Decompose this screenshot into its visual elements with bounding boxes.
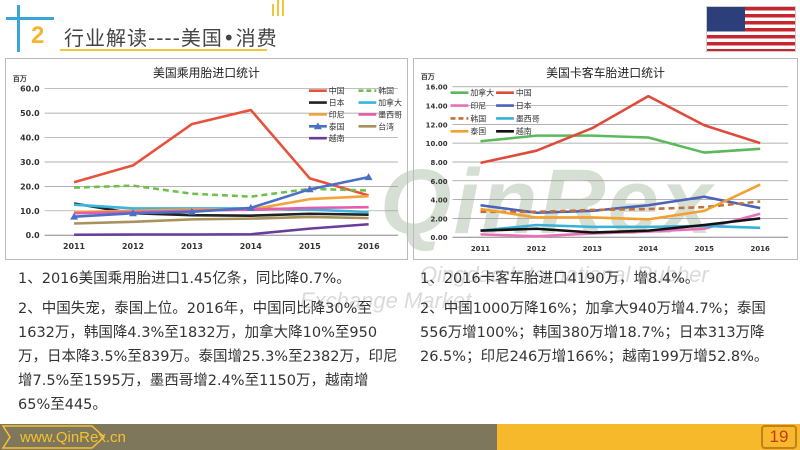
series-line-1: [480, 94, 761, 165]
data-point-marker: [305, 185, 314, 193]
series-line-3: [480, 195, 761, 215]
legend-label: 韩国: [378, 86, 394, 96]
left-note: 2、中国失宠，泰国上位。2016年，中国同比降30%至1632万，韩国降4.3%…: [18, 301, 398, 413]
legend-label: 泰国: [470, 126, 486, 136]
series-line-5: [480, 223, 761, 232]
series-line-7: [480, 217, 761, 234]
website-link[interactable]: www.QinRex.cn: [20, 429, 126, 446]
passenger-tire-chart: 美国乘用胎进口统计百万 0.0 10.0 20.0 30.0 40.0 50.0 60.0 20…: [5, 58, 408, 260]
y-tick-label: 6.00: [430, 178, 447, 186]
y-axis-label: 百万: [421, 73, 435, 81]
data-point-marker: [187, 207, 196, 215]
chart-title: 美国乘用胎进口统计: [153, 66, 260, 80]
series-line-7: [74, 215, 369, 225]
legend-label: 加拿大: [378, 98, 402, 108]
watermark-line1: Qingdao International Rubber: [420, 262, 709, 287]
series-line-2: [480, 212, 761, 238]
series-line-6: [480, 183, 761, 221]
right-notes: 1、2016卡客车胎进口4190万，增8.4%。 2、中国1000万降16%；加…: [420, 267, 792, 375]
x-tick-label: 2015: [299, 242, 321, 251]
x-tick-label: 2014: [639, 245, 658, 253]
legend-label: 越南: [516, 126, 532, 136]
series-line-6: [73, 175, 369, 218]
data-point-marker: [364, 173, 373, 181]
legend-label: 日本: [516, 101, 532, 111]
y-tick-label: 30.0: [20, 158, 40, 167]
legend-marker: [313, 122, 322, 130]
y-tick-label: 20.0: [20, 182, 40, 191]
legend-label: 中国: [516, 88, 532, 98]
page-title: 行业解读----美国•消费: [64, 26, 278, 50]
series-line-0: [480, 134, 761, 154]
y-tick-label: 60.0: [20, 85, 40, 94]
y-tick-label: 2.00: [430, 215, 447, 223]
right-note: 1、2016卡客车胎进口4190万，增8.4%。: [420, 271, 700, 287]
x-tick-label: 2011: [471, 245, 490, 253]
y-tick-label: 50.0: [20, 109, 40, 118]
y-tick-label: 14.00: [426, 103, 448, 111]
y-axis-label: 百万: [13, 75, 27, 83]
chart-title: 美国卡客车胎进口统计: [546, 66, 665, 80]
legend-label: 泰国: [329, 121, 345, 131]
legend-label: 台湾: [378, 121, 394, 131]
left-note: 1、2016美国乘用胎进口1.45亿条，同比降0.7%。: [18, 271, 351, 287]
x-tick-label: 2015: [695, 245, 714, 253]
url-arrow-icon: [1, 425, 106, 449]
y-tick-label: 0.0: [26, 231, 41, 240]
legend-label: 印尼: [329, 110, 345, 119]
data-point-marker: [70, 212, 79, 220]
footer-bar: [0, 424, 800, 450]
series-line-8: [74, 222, 369, 237]
legend-label: 墨西哥: [378, 110, 402, 119]
y-tick-label: 4.00: [430, 197, 447, 205]
x-tick-label: 2013: [181, 242, 203, 251]
legend-label: 墨西哥: [516, 114, 540, 123]
y-tick-label: 0.00: [430, 234, 447, 242]
y-tick-label: 10.00: [426, 140, 448, 148]
y-tick-label: 16.00: [426, 84, 448, 92]
watermark-line2: Exchange Market: [300, 288, 472, 313]
legend-label: 韩国: [470, 113, 486, 123]
x-tick-label: 2016: [358, 242, 381, 251]
left-notes: 1、2016美国乘用胎进口1.45亿条，同比降0.7%。 2、中国失宠，泰国上位…: [18, 267, 398, 423]
header-decor-vertical: [17, 5, 20, 52]
y-tick-label: 40.0: [20, 134, 40, 143]
y-tick-label: 12.00: [426, 121, 448, 129]
x-tick-label: 2014: [240, 242, 263, 251]
series-line-0: [73, 108, 369, 197]
y-tick-label: 10.0: [20, 207, 40, 216]
x-tick-label: 2013: [583, 245, 602, 253]
us-flag-icon: [706, 6, 796, 52]
title-underline: [60, 49, 267, 51]
section-number: 2: [31, 22, 45, 49]
x-tick-label: 2011: [63, 242, 85, 251]
legend-label: 印尼: [470, 102, 486, 111]
x-tick-label: 2012: [527, 245, 546, 253]
truck-tire-chart: 美国卡客车胎进口统计百万 0.00 2.00 4.00 6.00 8.00 10.00 12.…: [413, 58, 798, 260]
y-tick-label: 8.00: [430, 159, 447, 167]
data-point-marker: [246, 203, 255, 211]
data-point-marker: [129, 209, 137, 217]
legend-label: 越南: [329, 133, 345, 143]
legend-label: 加拿大: [470, 88, 494, 98]
legend-label: 中国: [329, 86, 345, 96]
header-decor-horizontal: [6, 17, 54, 20]
x-tick-label: 2012: [122, 242, 144, 251]
page-number: 19: [761, 425, 797, 449]
x-tick-label: 2016: [751, 245, 770, 253]
legend-label: 日本: [329, 98, 345, 108]
right-note: 2、中国1000万降16%；加拿大940万增4.7%；泰国556万增100%；韩…: [420, 301, 769, 365]
